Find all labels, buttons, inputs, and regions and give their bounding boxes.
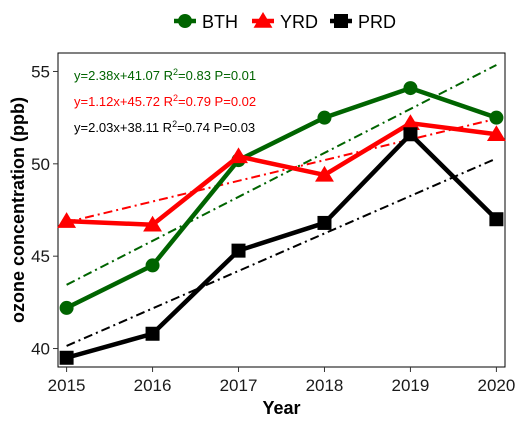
x-tick-label: 2017 — [220, 376, 258, 395]
y-tick-label: 45 — [31, 247, 50, 266]
prd-data-point — [403, 127, 418, 142]
prd-data-point — [145, 326, 160, 341]
legend: BTH YRD PRD — [174, 12, 396, 32]
bth-legend-marker — [178, 14, 192, 28]
yrd-fit-line — [66, 117, 497, 224]
yrd-data-point — [400, 114, 420, 130]
yrd-legend-label: YRD — [280, 12, 318, 32]
yrd-data-point — [143, 215, 163, 232]
bth-legend-label: BTH — [202, 12, 238, 32]
prd-fit-equation: y=2.03x+38.11 R2=0.74 P=0.03 — [74, 119, 255, 135]
bth-data-point — [317, 110, 332, 125]
prd-series-line — [65, 132, 498, 360]
fit-lines — [66, 64, 497, 347]
yrd-fit-equation: y=1.12x+45.72 R2=0.79 P=0.02 — [74, 93, 256, 109]
bth-data-point — [145, 258, 160, 273]
fit-equations: y=2.38x+41.07 R2=0.83 P=0.01 y=1.12x+45.7… — [74, 67, 256, 135]
prd-data-point — [231, 243, 246, 258]
prd-data-point — [489, 212, 504, 227]
y-tick-label: 40 — [31, 340, 50, 359]
y-tick-label: 50 — [31, 155, 50, 174]
x-axis-title: Year — [262, 398, 300, 418]
x-tick-label: 2020 — [477, 376, 515, 395]
yrd-data-point — [229, 147, 248, 164]
yrd-series-line — [66, 120, 497, 228]
y-axis-title: ozone concentration (ppb) — [8, 97, 28, 323]
plot-area — [57, 52, 506, 368]
prd-data-point — [59, 350, 74, 365]
axes: 40 45 50 55 2015 2016 2017 2018 2019 2020 — [31, 62, 515, 395]
yrd-legend-marker — [253, 12, 273, 28]
prd-legend-label: PRD — [358, 12, 396, 32]
yrd-data-point — [486, 125, 506, 142]
bth-fit-equation: y=2.38x+41.07 R2=0.83 P=0.01 — [74, 67, 256, 83]
bth-fit-line — [66, 64, 497, 286]
x-tick-label: 2016 — [134, 376, 172, 395]
x-tick-label: 2019 — [392, 376, 430, 395]
prd-fit-line — [66, 157, 497, 347]
bth-data-point — [403, 81, 418, 96]
bth-data-point — [489, 110, 504, 125]
yrd-data-point — [57, 212, 77, 228]
prd-legend-marker — [334, 14, 348, 28]
bth-series-line — [65, 85, 498, 310]
x-tick-label: 2018 — [306, 376, 344, 395]
plot-border — [57, 52, 506, 368]
bth-data-point — [59, 300, 74, 315]
yrd-data-point — [315, 165, 334, 182]
series-lines — [57, 81, 506, 365]
x-tick-label: 2015 — [48, 376, 86, 395]
y-tick-label: 55 — [31, 62, 50, 81]
prd-data-point — [317, 215, 332, 230]
